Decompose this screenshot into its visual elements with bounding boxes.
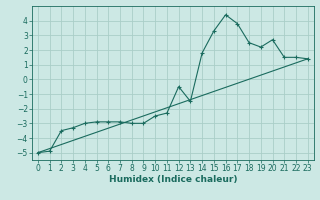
X-axis label: Humidex (Indice chaleur): Humidex (Indice chaleur): [108, 175, 237, 184]
